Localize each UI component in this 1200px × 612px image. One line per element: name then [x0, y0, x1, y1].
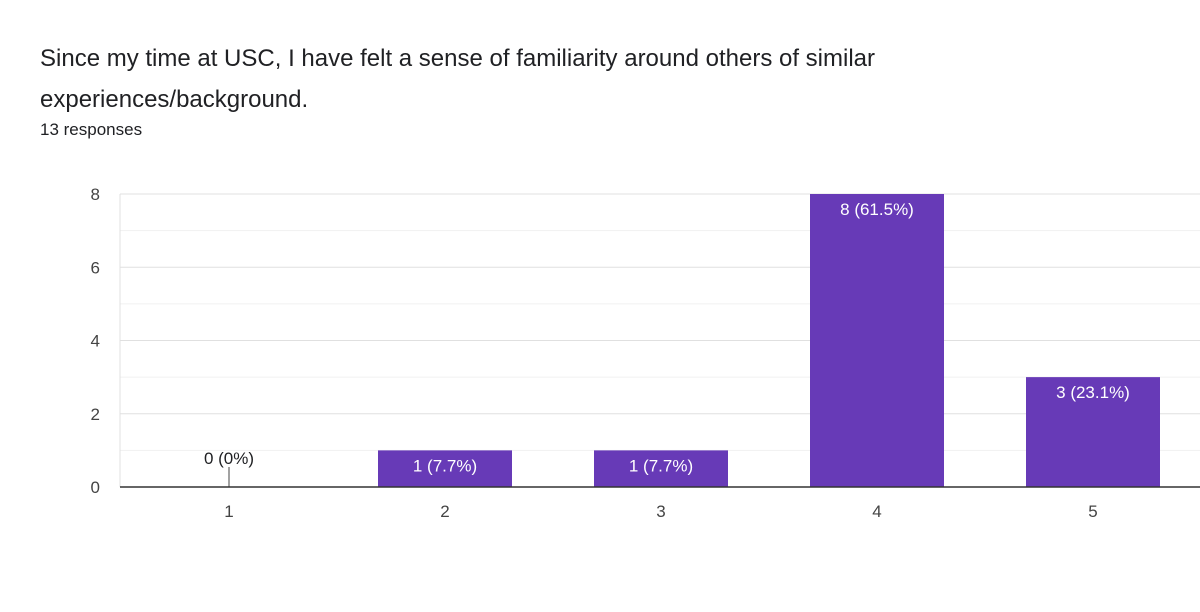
x-tick-label: 2: [440, 502, 449, 521]
x-tick-label: 5: [1088, 502, 1097, 521]
bar-data-label: 3 (23.1%): [1056, 383, 1130, 402]
x-tick-label: 3: [656, 502, 665, 521]
x-tick-label: 4: [872, 502, 881, 521]
bar-data-label: 1 (7.7%): [629, 456, 693, 475]
y-tick-label: 2: [91, 405, 100, 424]
y-tick-label: 4: [91, 332, 100, 351]
bar: [594, 450, 728, 487]
y-tick-label: 8: [91, 185, 100, 204]
bar: [378, 450, 512, 487]
bar-data-label: 8 (61.5%): [840, 200, 914, 219]
bar: [1026, 377, 1160, 487]
bar-data-label: 1 (7.7%): [413, 456, 477, 475]
bar: [810, 194, 944, 487]
bar-data-label: 0 (0%): [204, 449, 254, 468]
question-title: Since my time at USC, I have felt a sens…: [40, 45, 875, 113]
response-count: 13 responses: [40, 120, 143, 139]
y-tick-label: 6: [91, 258, 100, 277]
y-tick-label: 0: [91, 478, 100, 497]
x-tick-label: 1: [224, 502, 233, 521]
